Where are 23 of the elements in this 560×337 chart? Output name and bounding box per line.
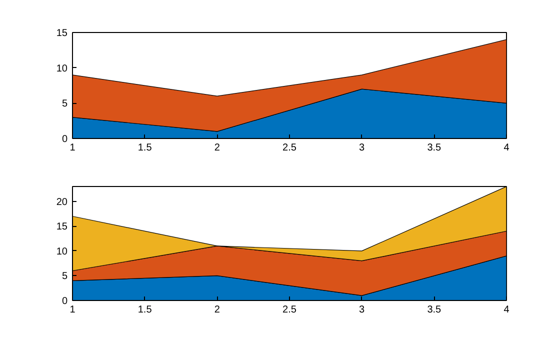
- x-tick-label: 4: [504, 304, 510, 316]
- y-tick-label: 5: [62, 271, 68, 282]
- x-tick-label: 3.5: [427, 142, 442, 154]
- x-tick-label: 2.5: [282, 304, 297, 316]
- x-tick-label: 1.5: [138, 304, 152, 316]
- y-tick-label: 5: [62, 98, 68, 110]
- x-tick-label: 2.5: [282, 142, 297, 154]
- x-tick-label: 3.5: [427, 304, 442, 316]
- x-tick-label: 3: [359, 304, 366, 316]
- x-tick-label: 1.5: [138, 142, 152, 154]
- y-tick-label: 15: [56, 222, 68, 233]
- y-tick-label: 10: [56, 246, 68, 258]
- x-tick-label: 2: [214, 142, 220, 154]
- y-tick-label: 10: [56, 63, 68, 74]
- x-tick-label: 4: [504, 142, 510, 154]
- x-tick-label: 3: [359, 142, 366, 154]
- y-tick-label: 0: [62, 296, 68, 307]
- y-tick-label: 15: [56, 28, 68, 39]
- y-tick-label: 20: [56, 196, 68, 208]
- x-tick-label: 1: [70, 304, 76, 316]
- x-tick-label: 2: [214, 304, 220, 316]
- y-tick-label: 0: [62, 134, 68, 145]
- x-tick-label: 1: [70, 142, 76, 154]
